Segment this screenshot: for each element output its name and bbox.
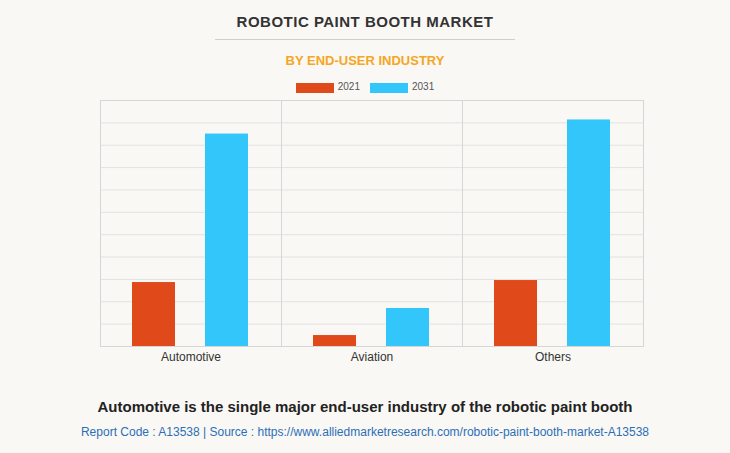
html-text:2031: 2031 — [412, 81, 435, 93]
svg-text:Others: Others — [535, 350, 571, 364]
html-text:Report Code : A13538 | Source: Report Code : A13538 | Source : https://… — [81, 425, 649, 439]
html-text:Automotive is the single major: Automotive is the single major end-user … — [97, 398, 633, 415]
html-text:BY END-USER INDUSTRY: BY END-USER INDUSTRY — [285, 53, 445, 68]
svg-text:Automotive: Automotive — [161, 350, 221, 364]
html-text:ROBOTIC PAINT BOOTH MARKET: ROBOTIC PAINT BOOTH MARKET — [236, 13, 494, 30]
svg-text:Aviation: Aviation — [351, 350, 393, 364]
html-text:2021: 2021 — [337, 81, 360, 93]
